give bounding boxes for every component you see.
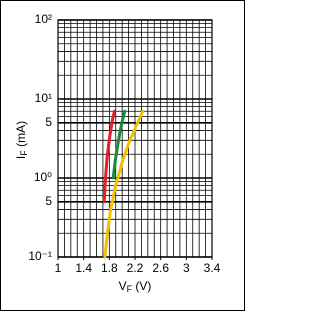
y-tick-label: 10¹ [35,91,52,105]
curve [111,109,127,180]
y-tick-label: 5 [45,194,52,208]
y-axis-label: IF (mA) [14,121,29,159]
y-tick-label: 10² [35,12,52,26]
y-label-sub: F [19,150,29,156]
y-tick-label: 10⁻¹ [28,249,52,263]
plot-frame [57,19,213,258]
y-label-main: I [14,156,28,159]
x-tick-label: 1 [55,261,62,275]
x-tick-label: 1.8 [101,261,118,275]
curve [102,109,116,204]
x-tick-label: 1.4 [75,261,92,275]
x-label-main: V [119,279,127,293]
y-label-unit: (mA) [14,121,28,150]
y-tick-label: 10⁰ [34,170,52,184]
x-label-unit: (V) [132,279,151,293]
x-axis-label: VF (V) [119,279,152,294]
x-tick-label: 2.6 [152,261,169,275]
curve [103,109,145,259]
x-tick-label: 3.4 [204,261,221,275]
x-tick-label: 2.2 [127,261,144,275]
y-tick-label: 5 [45,115,52,129]
x-label-sub: F [127,284,133,294]
x-tick-label: 3 [183,261,190,275]
